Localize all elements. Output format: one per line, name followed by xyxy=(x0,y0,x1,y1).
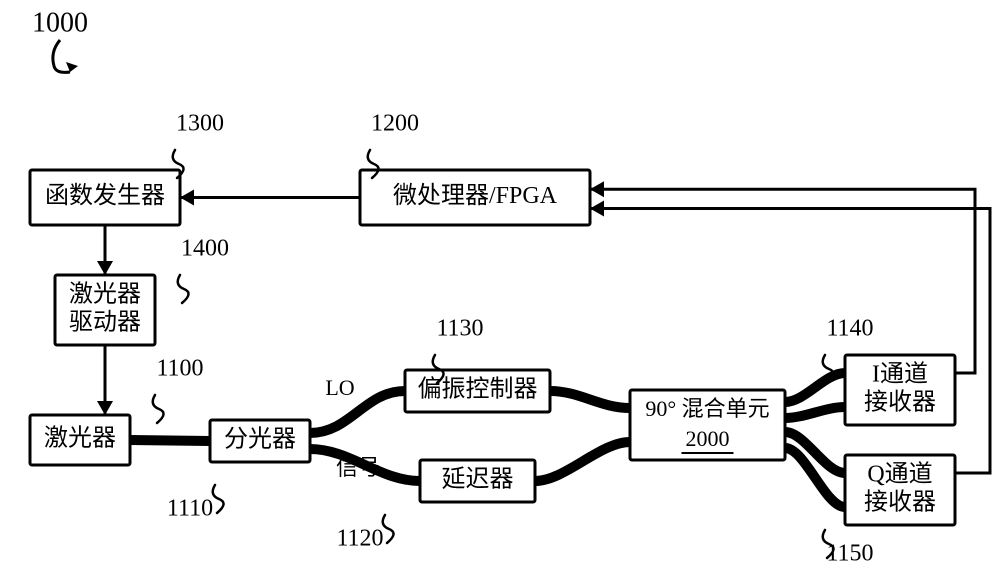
ref-leader xyxy=(213,485,224,513)
ref-1130: 1130 xyxy=(436,316,483,342)
label-driver-1: 激光器 xyxy=(69,281,141,308)
fiber-hybrid-to-ich-2 xyxy=(785,407,845,418)
label-driver-2: 驱动器 xyxy=(69,309,141,336)
ref-1400: 1400 xyxy=(181,236,229,262)
label-signal: 信号 xyxy=(336,455,380,480)
arrow-head xyxy=(590,181,604,197)
figure-ref-arrowhead xyxy=(66,62,78,72)
ref-leader xyxy=(178,275,189,303)
label-func-gen: 函数发生器 xyxy=(45,182,165,209)
ref-1140: 1140 xyxy=(826,316,873,342)
ref-1120: 1120 xyxy=(336,526,383,552)
ref-leader xyxy=(383,515,394,543)
ref-1300: 1300 xyxy=(176,111,224,137)
arrow-head xyxy=(97,401,113,415)
ref-1110: 1110 xyxy=(167,496,213,522)
label-pol: 偏振控制器 xyxy=(418,376,538,403)
ref-leader xyxy=(153,395,164,423)
ref-1100: 1100 xyxy=(156,356,203,382)
figure-ref-arrow xyxy=(53,40,70,72)
label-hybrid: 90° 混合单元 xyxy=(645,396,769,421)
fiber-laser-to-splitter xyxy=(130,440,210,441)
figure-ref: 1000 xyxy=(32,7,88,38)
fiber-hybrid-to-ich-1 xyxy=(785,373,845,402)
ref-1200: 1200 xyxy=(371,111,419,137)
label-ich-1: I通道 xyxy=(872,361,928,388)
fiber-pol-to-hybrid xyxy=(550,391,630,408)
label-qch-1: Q通道 xyxy=(867,461,932,488)
arrow-head xyxy=(97,261,113,275)
arrow-head xyxy=(590,201,604,217)
label-splitter: 分光器 xyxy=(224,426,296,453)
label-qch-2: 接收器 xyxy=(864,489,936,516)
label-hybrid-sub: 2000 xyxy=(686,426,730,451)
label-ich-2: 接收器 xyxy=(864,389,936,416)
fiber-splitter-to-pol xyxy=(310,391,405,433)
ref-1150: 1150 xyxy=(826,541,873,567)
label-delay: 延迟器 xyxy=(442,466,514,493)
arrow-head xyxy=(180,190,194,206)
label-laser: 激光器 xyxy=(44,425,116,452)
wire-ich-to-mpu xyxy=(590,189,975,373)
label-lo: LO xyxy=(325,375,354,400)
fiber-delay-to-hybrid xyxy=(535,442,630,481)
label-mpu: 微处理器/FPGA xyxy=(393,182,558,209)
